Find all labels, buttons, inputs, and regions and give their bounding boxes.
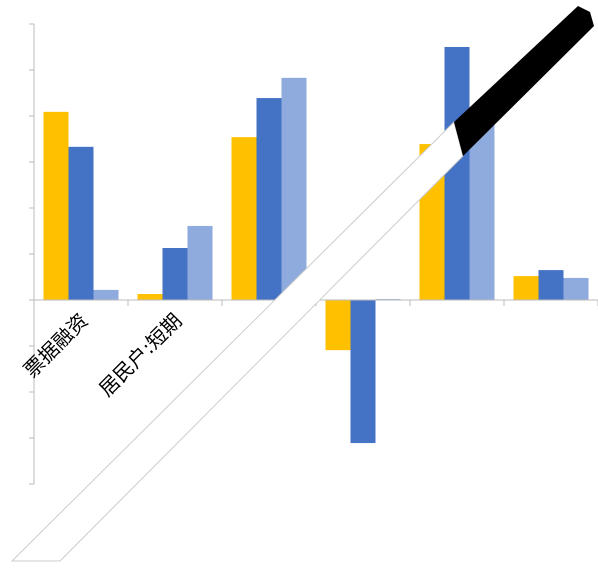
bar [444, 47, 470, 300]
bar [256, 98, 282, 300]
bar [162, 248, 188, 300]
bar [231, 137, 257, 300]
bar [350, 300, 376, 444]
bar [68, 146, 94, 300]
bar [137, 294, 163, 300]
bar [281, 77, 307, 300]
bar [513, 276, 539, 300]
bar [469, 120, 495, 300]
bar [538, 270, 564, 300]
bar [187, 225, 213, 300]
bar [563, 277, 589, 300]
x-tick-label: 票据融资 [19, 309, 93, 383]
stylus-tip [454, 6, 594, 156]
x-tick-label: 居民户:短期 [94, 309, 186, 401]
bar [93, 289, 119, 300]
bar [43, 111, 69, 300]
bar [325, 300, 351, 351]
